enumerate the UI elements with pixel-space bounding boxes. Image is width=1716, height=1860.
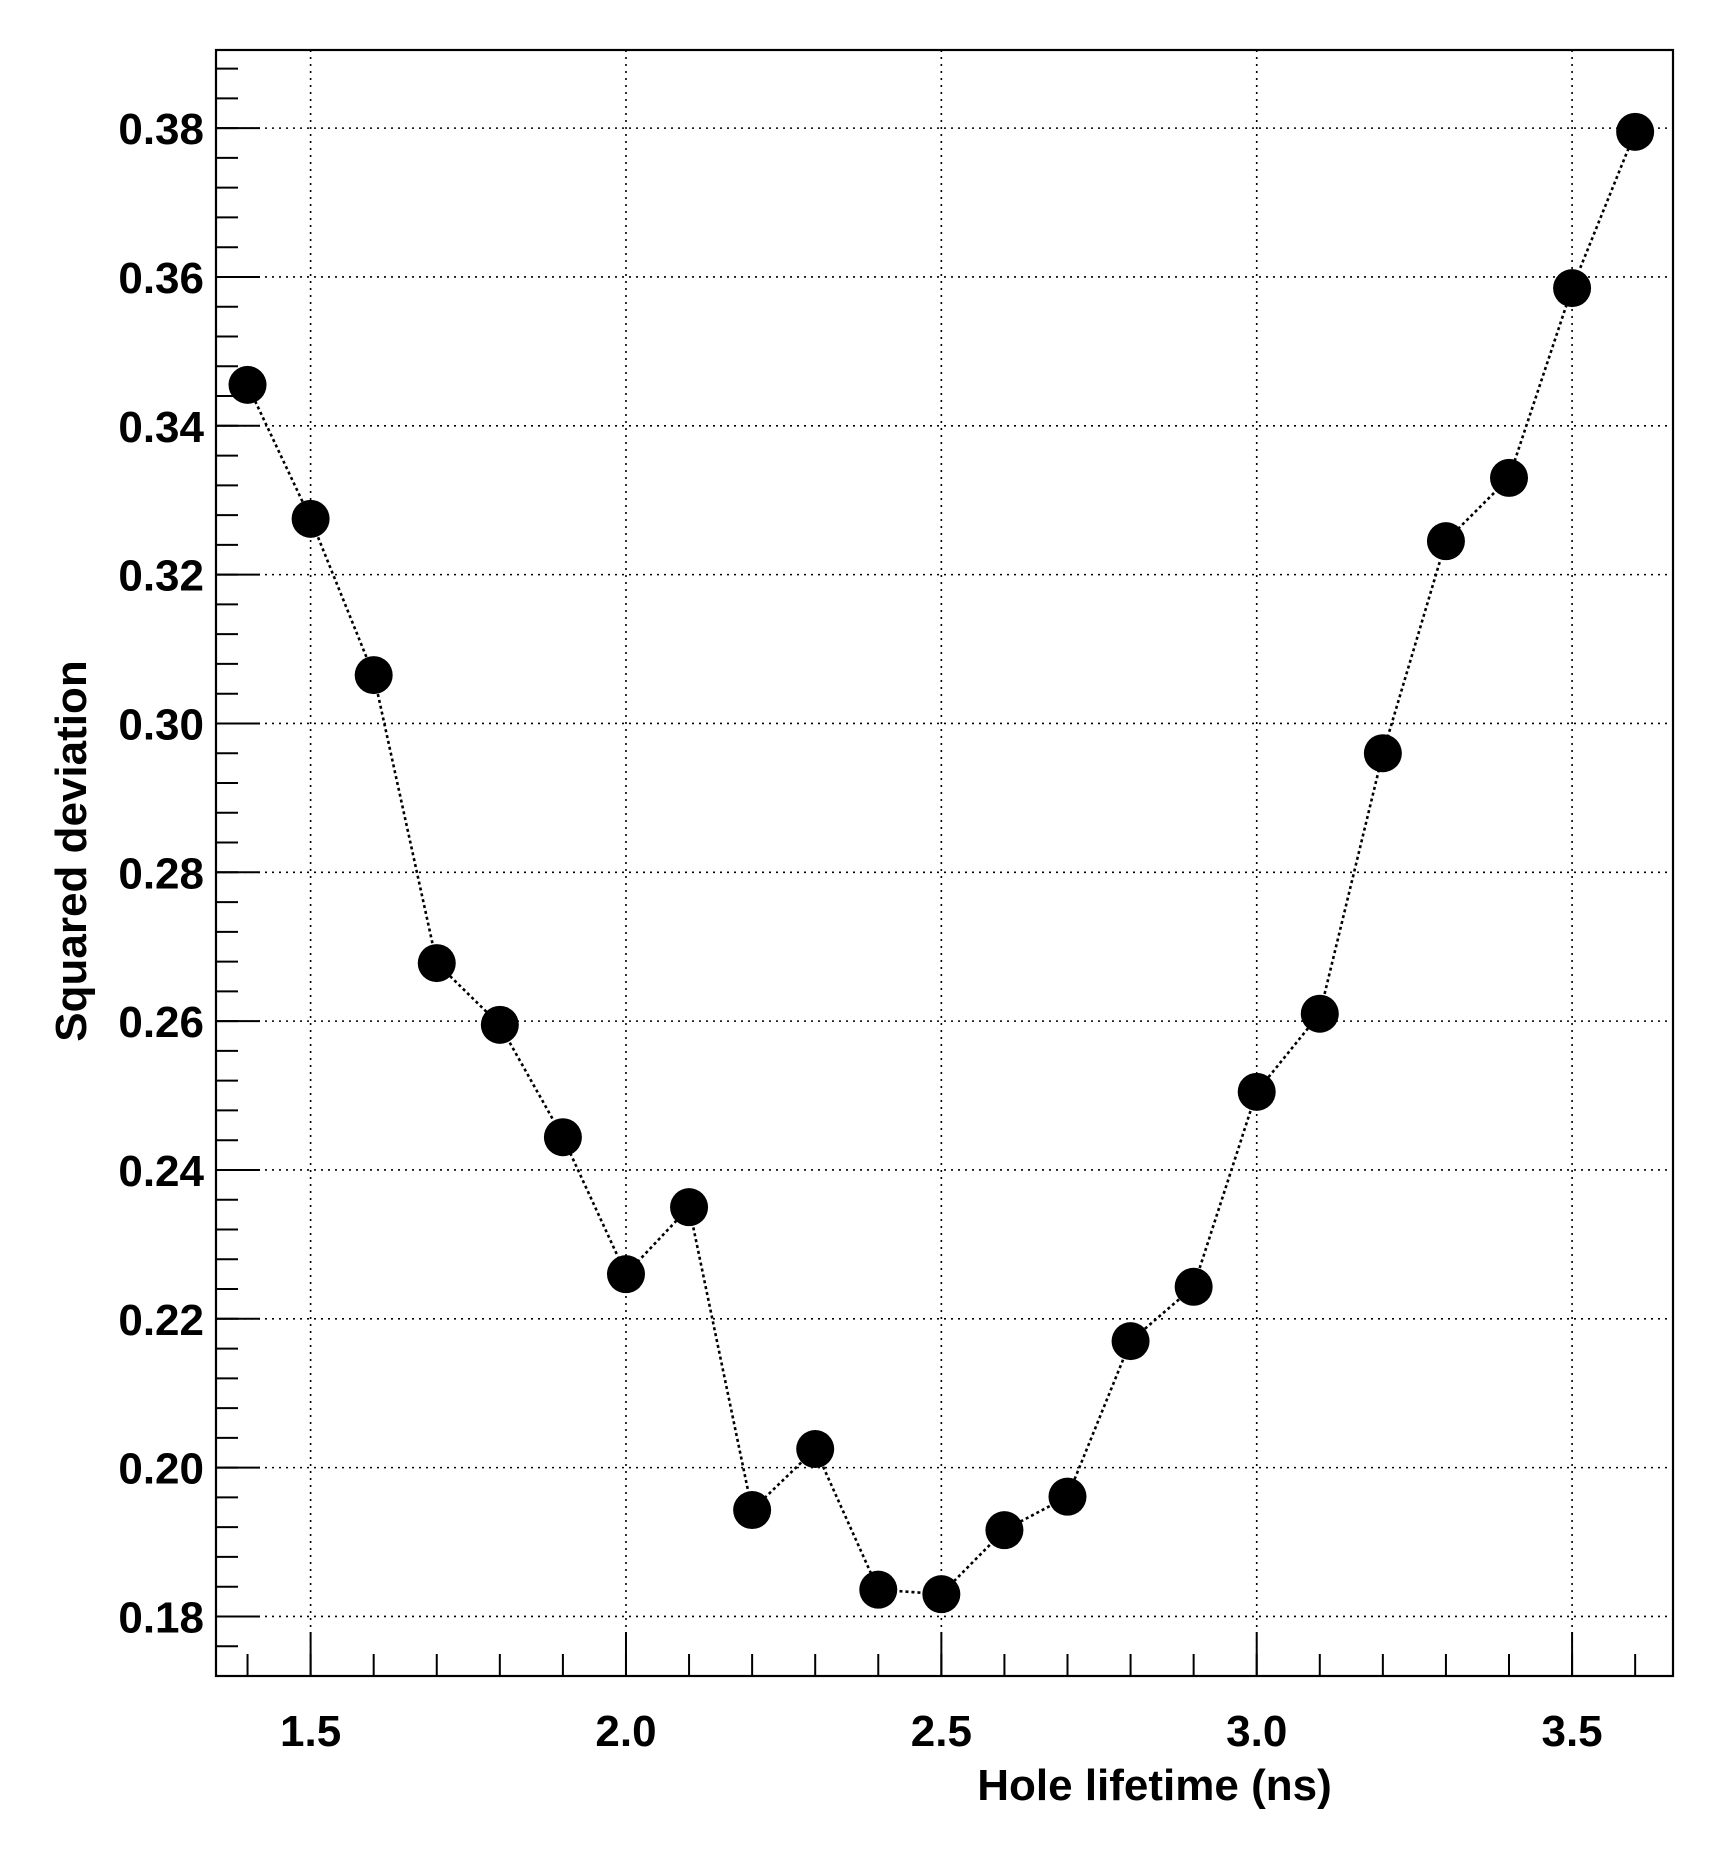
y-tick-label: 0.22 xyxy=(118,1296,204,1345)
x-tick-label: 3.5 xyxy=(1541,1707,1602,1756)
x-tick-labels: 1.5 2.0 2.5 3.0 3.5 xyxy=(280,1707,1603,1756)
y-tick-label: 0.24 xyxy=(118,1147,204,1196)
y-tick-label: 0.18 xyxy=(118,1593,204,1642)
data-point xyxy=(796,1430,835,1469)
y-tick-label: 0.32 xyxy=(118,552,204,601)
x-axis-title: Hole lifetime (ns) xyxy=(977,1761,1332,1810)
data-point xyxy=(985,1511,1024,1550)
y-tick-label: 0.38 xyxy=(118,105,204,154)
data-point xyxy=(922,1575,961,1614)
y-tick-label: 0.34 xyxy=(118,403,204,452)
data-point xyxy=(670,1188,709,1227)
data-point xyxy=(480,1005,519,1044)
y-axis-title: Squared deviation xyxy=(47,660,96,1041)
data-point xyxy=(1237,1072,1276,1111)
data-point xyxy=(1300,994,1339,1033)
y-tick-labels: 0.18 0.20 0.22 0.24 0.26 0.28 0.30 0.32 0.34 0.36… xyxy=(118,105,204,1642)
data-point xyxy=(291,499,330,538)
y-tick-label: 0.26 xyxy=(118,998,204,1047)
data-point xyxy=(1111,1322,1150,1361)
series-group xyxy=(228,112,1655,1614)
x-tick-label: 1.5 xyxy=(280,1707,341,1756)
grid xyxy=(216,50,1673,1676)
data-point xyxy=(417,944,456,983)
x-tick-label: 2.5 xyxy=(911,1707,972,1756)
y-tick-label: 0.28 xyxy=(118,849,204,898)
y-tick-label: 0.30 xyxy=(118,700,204,749)
x-tick-label: 3.0 xyxy=(1226,1707,1287,1756)
data-point xyxy=(733,1491,772,1530)
data-point xyxy=(228,365,267,404)
axis-ticks xyxy=(216,67,1637,1677)
data-point xyxy=(543,1118,582,1157)
x-tick-label: 2.0 xyxy=(595,1707,656,1756)
data-point xyxy=(354,656,393,695)
plot-frame xyxy=(214,48,1675,1678)
y-tick-label: 0.20 xyxy=(118,1445,204,1494)
data-point xyxy=(1048,1477,1087,1516)
data-point xyxy=(1426,522,1465,561)
data-point xyxy=(1490,458,1529,497)
y-tick-label: 0.36 xyxy=(118,254,204,303)
data-point xyxy=(1553,269,1592,308)
data-point xyxy=(859,1570,898,1609)
data-point xyxy=(1616,112,1655,151)
data-point xyxy=(606,1255,645,1294)
data-point xyxy=(1363,734,1402,773)
data-point xyxy=(1174,1267,1213,1306)
